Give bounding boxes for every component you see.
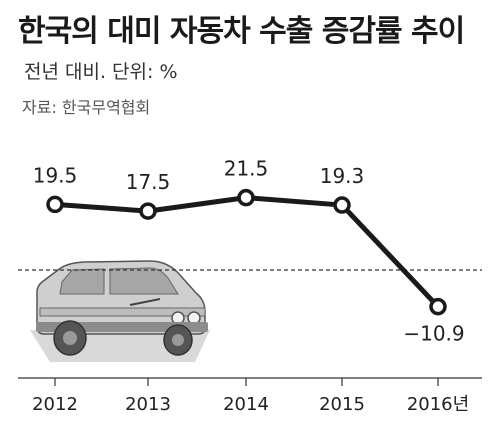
chart-subtitle: 전년 대비. 단위: %	[24, 61, 178, 83]
data-label: −10.9	[403, 322, 464, 346]
x-ticks	[54, 378, 439, 386]
car-hub-front	[172, 334, 184, 346]
data-point	[46, 195, 64, 214]
x-tick-labels: 2012 2013 2014 2015 2016년	[32, 394, 469, 415]
x-tick-label: 2015	[319, 394, 365, 415]
x-tick-label: 2014	[223, 394, 269, 415]
car-illustration	[30, 260, 210, 362]
data-label: 19.5	[33, 163, 78, 187]
data-label: 17.5	[126, 170, 171, 194]
data-label: 19.3	[320, 164, 365, 188]
car-wiper	[129, 298, 161, 306]
data-labels: 19.5 17.5 21.5 19.3 −10.9	[33, 157, 465, 346]
chart-title: 한국의 대미 자동차 수출 증감률 추이	[18, 14, 465, 49]
data-point	[237, 188, 255, 207]
x-tick-label: 2012	[32, 394, 78, 415]
data-point	[333, 196, 351, 214]
data-points	[46, 188, 447, 316]
car-window-rear	[59, 268, 105, 295]
data-point	[139, 202, 157, 220]
data-point	[429, 297, 447, 316]
car-window-front	[109, 267, 179, 295]
x-tick-label: 2013	[125, 394, 171, 415]
car-hub-rear	[63, 331, 77, 345]
car-bumper	[39, 307, 206, 317]
data-label: 21.5	[224, 157, 269, 181]
x-tick-label: 2016년	[407, 394, 469, 415]
chart-source: 자료: 한국무역협회	[22, 98, 151, 117]
